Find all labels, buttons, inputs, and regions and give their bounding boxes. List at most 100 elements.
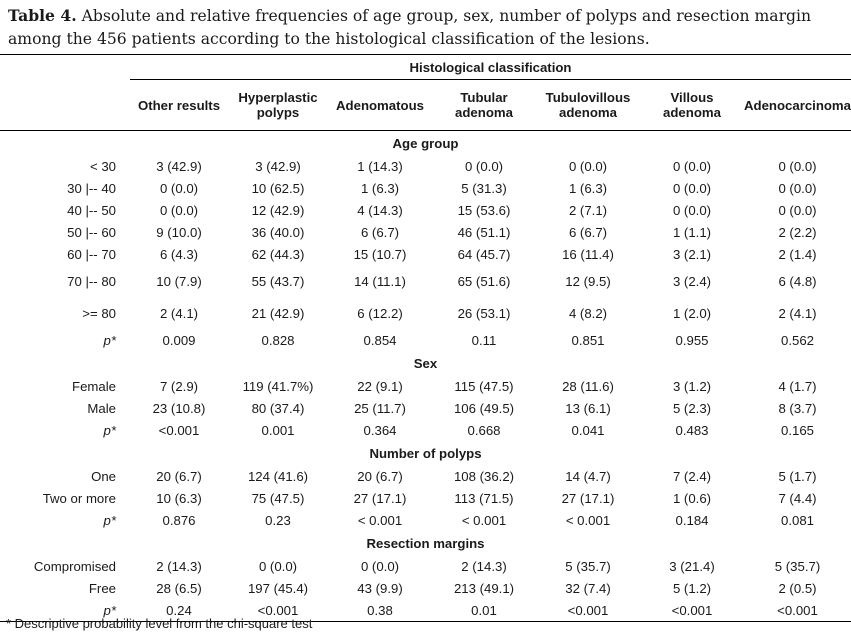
table-cell: 62 (44.3) (251, 246, 305, 262)
table-cell: 10 (62.5) (251, 180, 305, 196)
table-cell: 6 (4.8) (778, 273, 817, 289)
table-cell: 0.184 (675, 512, 709, 528)
column-header-line: Tubular (460, 90, 508, 105)
table-cell: 5 (31.3) (461, 180, 507, 196)
column-header: Hyperplastic polyps (228, 80, 328, 131)
section-header-row: Resection margins (0, 531, 851, 555)
table-cell: <0.001 (777, 602, 818, 618)
table-cell: 3 (42.9) (156, 158, 202, 174)
row-label: Compromised (33, 558, 116, 574)
table-cell: 28 (6.5) (156, 580, 202, 596)
table-cell: 4 (14.3) (357, 202, 403, 218)
table-cell: 5 (2.3) (672, 400, 712, 416)
table-cell: 16 (11.4) (562, 246, 614, 262)
table-row: 70 |-- 80 10 (7.9) 55 (43.7) 14 (11.1) 65 (5… (0, 265, 851, 297)
table-cell: 4 (8.2) (568, 305, 608, 321)
row-label: 60 |-- 70 (67, 246, 116, 262)
section-header-row: Sex (0, 351, 851, 375)
table-cell: 5 (35.7) (565, 558, 611, 574)
table-cell: 3 (1.2) (672, 378, 712, 394)
table-row: 30 |-- 40 0 (0.0) 10 (62.5) 1 (6.3) 5 (31.3)… (0, 177, 851, 199)
table-row: Female 7 (2.9) 119 (41.7%) 22 (9.1) 115 (47.… (0, 375, 851, 397)
row-label: 50 |-- 60 (67, 224, 116, 240)
table-row: One 20 (6.7) 124 (41.6) 20 (6.7) 108 (36.2) 1… (0, 465, 851, 487)
table-cell: 0.854 (363, 332, 397, 348)
table-cell: 0.483 (675, 422, 709, 438)
table-cell: 10 (7.9) (156, 273, 202, 289)
table-cell: 46 (51.1) (457, 224, 511, 240)
table-cell: 28 (11.6) (562, 378, 614, 394)
row-label: < 30 (89, 158, 116, 174)
table-cell: 2 (2.2) (778, 224, 817, 240)
table-cell: 3 (21.4) (669, 558, 715, 574)
table-row: 60 |-- 70 6 (4.3) 62 (44.3) 15 (10.7) 64 (45… (0, 243, 851, 265)
table-row: p* 0.24 <0.001 0.38 0.01 <0.001 <0.001 <0.001 (0, 599, 851, 622)
table-row: < 30 3 (42.9) 3 (42.9) 1 (14.3) 0 (0.0) 0 (0.… (0, 155, 851, 177)
section-header-row: Age group (0, 131, 851, 156)
table-cell: 6 (6.7) (568, 224, 608, 240)
table-cell: 6 (4.3) (159, 246, 199, 262)
table-cell: < 0.001 (461, 512, 507, 528)
column-header: Tubulovillous adenoma (536, 80, 640, 131)
table-cell: 108 (36.2) (453, 468, 515, 484)
table-cell: 0 (0.0) (159, 202, 199, 218)
column-header-line: Adenomatous (336, 97, 424, 113)
column-header: Other results (130, 80, 228, 131)
table-cell: 1 (6.3) (568, 180, 608, 196)
table-cell: 3 (42.9) (255, 158, 301, 174)
table-row: >= 80 2 (4.1) 21 (42.9) 6 (12.2) 26 (53.1) 4 … (0, 297, 851, 329)
table-row: 40 |-- 50 0 (0.0) 12 (42.9) 4 (14.3) 15 (53.… (0, 199, 851, 221)
row-label: Two or more (42, 490, 116, 506)
table-cell: 0 (0.0) (672, 180, 712, 196)
table-cell: 113 (71.5) (454, 490, 514, 506)
table-cell: 0.009 (162, 332, 196, 348)
table-cell: 0.955 (675, 332, 709, 348)
table-cell: <0.001 (671, 602, 713, 618)
table-cell: 10 (6.3) (156, 490, 202, 506)
table-row: Male 23 (10.8) 80 (37.4) 25 (11.7) 106 (49.5… (0, 397, 851, 419)
table-cell: 6 (6.7) (360, 224, 400, 240)
column-header: Tubular adenoma (432, 80, 536, 131)
table-row: p* <0.001 0.001 0.364 0.668 0.041 0.483 0.165 (0, 419, 851, 441)
table-cell: 0.562 (780, 332, 814, 348)
table-cell: <0.001 (158, 422, 200, 438)
row-label: >= 80 (82, 305, 116, 321)
table-row: Compromised 2 (14.3) 0 (0.0) 0 (0.0) 2 (14.3… (0, 555, 851, 577)
column-header-line: adenoma (663, 105, 721, 120)
table-cell: 75 (47.5) (251, 490, 305, 506)
table-cell: 8 (3.7) (778, 400, 817, 416)
row-label: Free (88, 580, 116, 596)
table-cell: 6 (12.2) (357, 305, 403, 321)
frequency-table: Histological classification Other result… (0, 54, 851, 622)
row-label: 30 |-- 40 (67, 180, 116, 196)
table-cell: 0.38 (367, 602, 393, 618)
table-cell: < 0.001 (357, 512, 403, 528)
table-cell: 36 (40.0) (251, 224, 305, 240)
row-label: p* (103, 332, 116, 348)
table-cell: <0.001 (257, 602, 299, 618)
table-cell: 13 (6.1) (565, 400, 611, 416)
table-caption: Table 4. Absolute and relative frequenci… (8, 4, 843, 51)
table-cell: 0 (0.0) (672, 158, 712, 174)
table-cell: 106 (49.5) (453, 400, 515, 416)
table-cell: < 0.001 (565, 512, 611, 528)
column-header-line: polyps (256, 105, 300, 120)
table-cell: 2 (14.3) (461, 558, 507, 574)
column-header-line: adenoma (455, 105, 513, 120)
column-header-line: Adenocarcinoma (744, 97, 851, 113)
table-cell: 7 (4.4) (778, 490, 817, 506)
table-cell: 15 (10.7) (353, 246, 407, 262)
table-cell: 2 (14.3) (156, 558, 202, 574)
table-cell: 25 (11.7) (354, 400, 406, 416)
table-cell: 1 (0.6) (672, 490, 712, 506)
table-cell: 0.165 (780, 422, 814, 438)
table-cell: 2 (4.1) (778, 305, 817, 321)
table-cell: 2 (0.5) (778, 580, 817, 596)
table-cell: 0 (0.0) (258, 558, 298, 574)
table-cell: 0 (0.0) (568, 158, 608, 174)
table-cell: 0.001 (261, 422, 295, 438)
table-cell: 0.01 (471, 602, 497, 618)
table-cell: 3 (2.1) (672, 246, 712, 262)
table-cell: 14 (4.7) (565, 468, 611, 484)
table-cell: 5 (1.7) (778, 468, 817, 484)
